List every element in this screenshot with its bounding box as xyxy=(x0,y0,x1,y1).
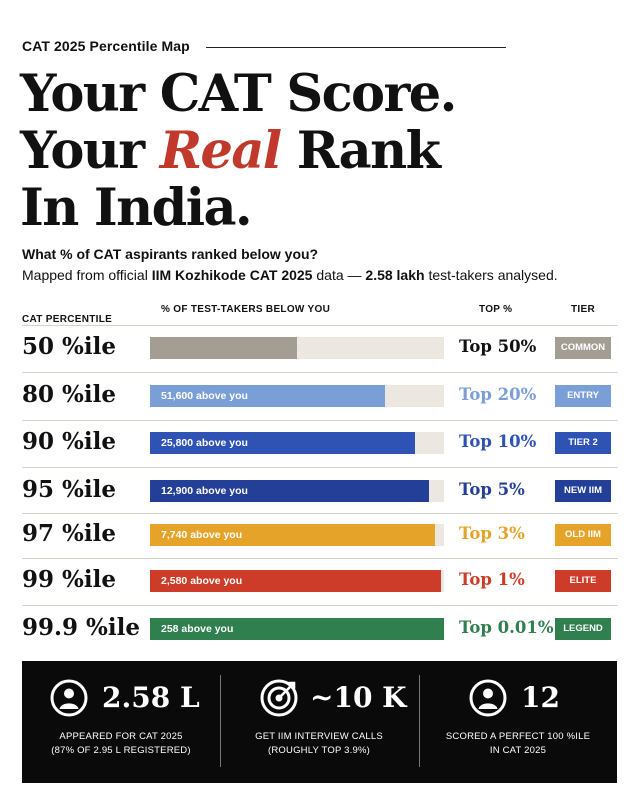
column-header-percentile: CAT PERCENTILE xyxy=(22,314,113,325)
column-header-bar: % OF TEST-TAKERS BELOW YOU xyxy=(161,304,331,315)
tier-badge: TIER 2 xyxy=(555,432,611,454)
source-post: test-takers analysed. xyxy=(424,267,558,283)
row-divider xyxy=(22,605,618,606)
bar xyxy=(150,618,444,640)
stat-interview-calls-caption-line-2: (ROUGHLY TOP 3.9%) xyxy=(268,745,370,756)
percentile-label: 99.9 %ile xyxy=(22,614,140,641)
percentile-label: 99 %ile xyxy=(22,566,116,593)
stat-perfect-scores-caption: SCORED A PERFECT 100 %ILE IN CAT 2025 xyxy=(419,730,617,758)
tier-badge: OLD IIM xyxy=(555,524,611,546)
stat-appeared: 2.58 L APPEARED FOR CAT 2025 (87% OF 2.9… xyxy=(22,661,220,783)
percentile-label: 95 %ile xyxy=(22,476,116,503)
row-divider xyxy=(22,513,618,514)
stat-interview-calls-value: ~10 K xyxy=(310,681,407,714)
bar-label: 7,740 above you xyxy=(161,529,243,541)
percentile-label: 90 %ile xyxy=(22,428,116,455)
headline-line-3: In India. xyxy=(20,178,253,238)
stat-interview-calls: ~10 K GET IIM INTERVIEW CALLS (ROUGHLY T… xyxy=(220,661,418,783)
tier-badge: LEGEND xyxy=(555,618,611,640)
bar xyxy=(150,570,442,592)
bar xyxy=(150,480,430,502)
top-percent-label: Top 10% xyxy=(459,432,537,451)
bar-track: 12,900 above you xyxy=(150,480,444,502)
bar-track: 25,800 above you xyxy=(150,432,444,454)
target-icon xyxy=(260,679,298,717)
bar-label: 258 above you xyxy=(161,623,234,635)
stat-perfect-scores: 12 SCORED A PERFECT 100 %ILE IN CAT 2025 xyxy=(419,661,617,783)
stat-interview-calls-caption: GET IIM INTERVIEW CALLS (ROUGHLY TOP 3.9… xyxy=(220,730,418,758)
stats-footer: 2.58 L APPEARED FOR CAT 2025 (87% OF 2.9… xyxy=(22,661,617,783)
top-percent-label: Top 1% xyxy=(459,570,525,589)
stat-appeared-caption-line-1: APPEARED FOR CAT 2025 xyxy=(59,731,183,742)
percentile-label: 80 %ile xyxy=(22,381,116,408)
headline-accent-word: Real xyxy=(159,121,282,181)
top-percent-label: Top 50% xyxy=(459,337,537,356)
row-divider xyxy=(22,558,618,559)
top-percent-label: Top 0.01% xyxy=(459,618,554,637)
kicker: CAT 2025 Percentile Map xyxy=(22,38,190,54)
bar xyxy=(150,385,386,407)
row-divider xyxy=(22,372,618,373)
row-divider xyxy=(22,467,618,468)
bar-track: 2,580 above you xyxy=(150,570,444,592)
stat-perfect-scores-caption-line-1: SCORED A PERFECT 100 %ILE xyxy=(445,731,591,742)
stat-appeared-caption-line-2: (87% OF 2.95 L REGISTERED) xyxy=(51,745,191,756)
subtitle: What % of CAT aspirants ranked below you… xyxy=(22,246,319,262)
source-note: Mapped from official IIM Kozhikode CAT 2… xyxy=(22,267,558,283)
headline: Your CAT Score. Your Real Rank In India. xyxy=(20,64,457,238)
headline-line-1: Your CAT Score. xyxy=(20,64,457,124)
bar-label: 2,580 above you xyxy=(161,575,243,587)
bar xyxy=(150,432,415,454)
percentile-label: 97 %ile xyxy=(22,520,116,547)
headline-line-2: Your Real Rank xyxy=(20,123,456,180)
top-percent-label: Top 20% xyxy=(459,385,537,404)
source-bold-1: IIM Kozhikode CAT 2025 xyxy=(151,267,313,283)
bar-label: 25,800 above you xyxy=(161,437,248,449)
stat-appeared-value: 2.58 L xyxy=(102,681,200,714)
bar-label: 51,600 above you xyxy=(161,390,248,402)
headline-line-2-end: Rank xyxy=(280,121,441,181)
source-pre: Mapped from official xyxy=(22,267,152,283)
top-percent-label: Top 3% xyxy=(459,524,525,543)
footer-divider xyxy=(220,675,221,767)
bar xyxy=(150,524,436,546)
header-divider xyxy=(22,325,618,326)
footer-divider xyxy=(419,675,420,767)
headline-line-2-start: Your xyxy=(20,121,160,181)
person-icon xyxy=(50,679,88,717)
stat-appeared-caption: APPEARED FOR CAT 2025 (87% OF 2.95 L REG… xyxy=(22,730,220,758)
bar xyxy=(150,337,297,359)
stat-perfect-scores-caption-line-2: IN CAT 2025 xyxy=(489,745,547,756)
person-icon xyxy=(469,679,507,717)
stat-interview-calls-caption-line-1: GET IIM INTERVIEW CALLS xyxy=(255,731,383,742)
source-bold-2: 2.58 lakh xyxy=(365,267,425,283)
column-header-top: TOP % xyxy=(479,304,513,315)
tier-badge: NEW IIM xyxy=(555,480,611,502)
bar-label: 12,900 above you xyxy=(161,485,248,497)
tier-badge: ENTRY xyxy=(555,385,611,407)
tier-badge: ELITE xyxy=(555,570,611,592)
tier-badge: COMMON xyxy=(555,337,611,359)
column-header-tier: TIER xyxy=(571,304,595,315)
bar-track xyxy=(150,337,444,359)
row-divider xyxy=(22,420,618,421)
kicker-rule xyxy=(206,47,506,48)
bar-track: 258 above you xyxy=(150,618,444,640)
top-percent-label: Top 5% xyxy=(459,480,525,499)
bar-track: 51,600 above you xyxy=(150,385,444,407)
stat-perfect-scores-value: 12 xyxy=(521,681,560,714)
source-mid: data — xyxy=(312,267,366,283)
percentile-label: 50 %ile xyxy=(22,333,116,360)
bar-track: 7,740 above you xyxy=(150,524,444,546)
